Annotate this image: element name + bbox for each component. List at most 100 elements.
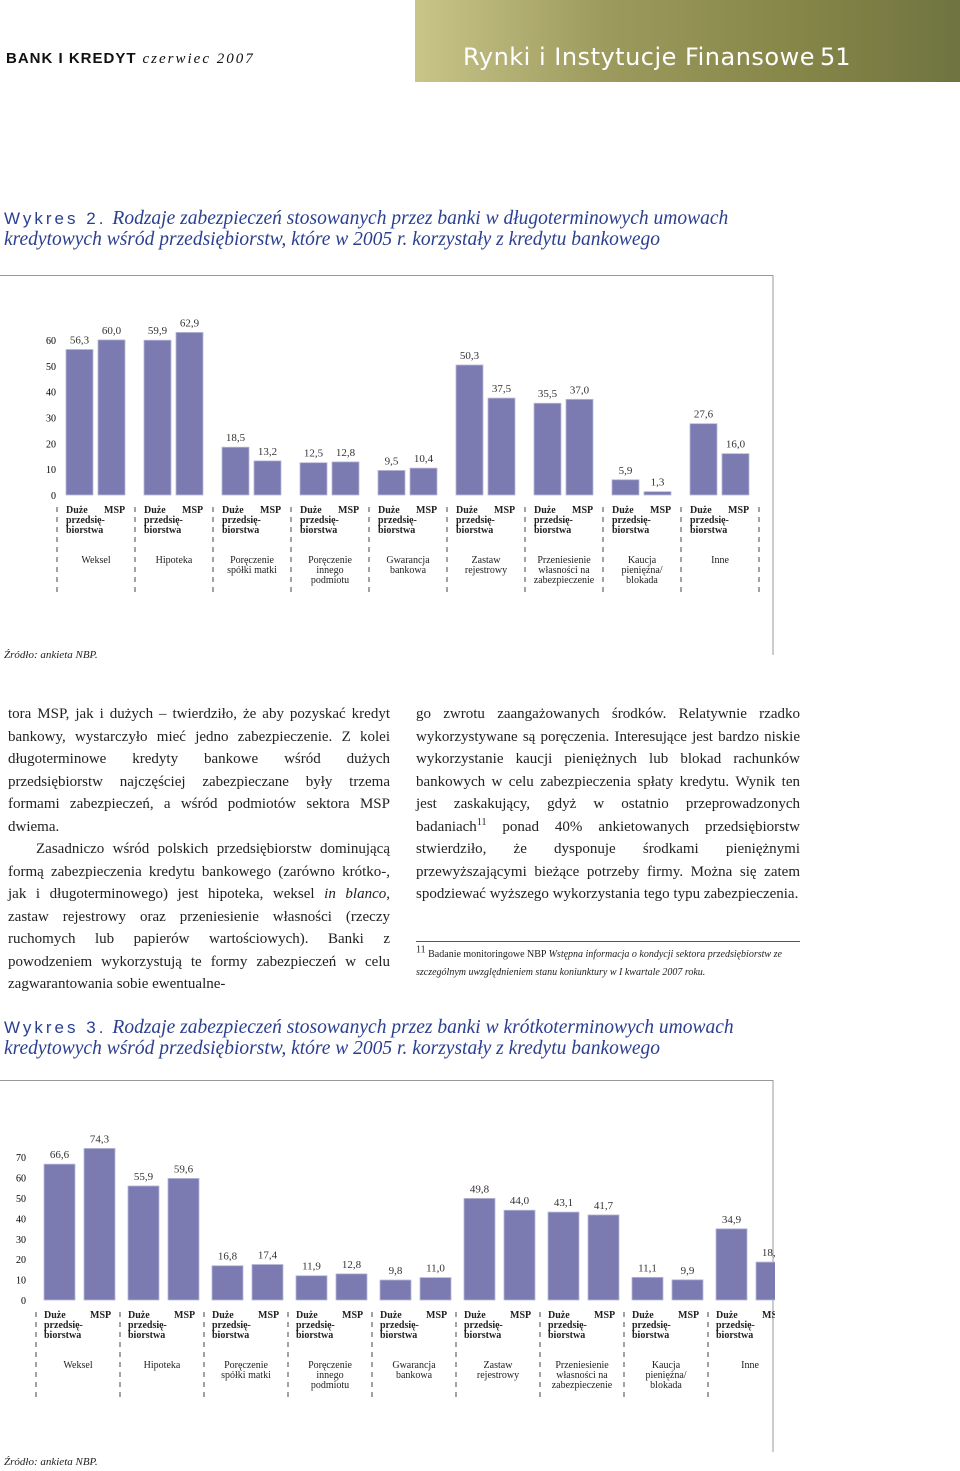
- x-tick-label-line: Zastaw: [484, 1360, 514, 1371]
- series-label: Duże przedsię-biorstwa: [44, 1310, 83, 1341]
- value-label: 56,3: [70, 334, 90, 346]
- series-label: Duże przedsię-biorstwa: [632, 1310, 671, 1341]
- series-label-line: Duże: [612, 505, 634, 516]
- footnote: 11 Badanie monitoringowe NBP Wstępna inf…: [416, 945, 800, 982]
- series-label: MSP: [572, 505, 593, 516]
- series-label: MSP: [258, 1310, 279, 1321]
- series-label-line: przedsię-: [534, 515, 573, 526]
- value-label: 59,6: [174, 1163, 194, 1175]
- series-label-line: przedsię-: [632, 1320, 671, 1331]
- series-label: Duże przedsię-biorstwa: [128, 1310, 167, 1341]
- series-label: MSP: [104, 505, 125, 516]
- x-tick-label-line: Hipoteka: [156, 555, 193, 566]
- series-label: MSP: [728, 505, 749, 516]
- series-label-line: biorstwa: [222, 525, 259, 536]
- series-label-line: biorstwa: [534, 525, 571, 536]
- series-label-line: Duże: [296, 1310, 318, 1321]
- y-tick-label: 60: [16, 1174, 26, 1185]
- x-tick-label-line: pieniężna/: [621, 565, 662, 576]
- value-label: 66,6: [50, 1149, 70, 1161]
- y-tick-label: 10: [16, 1276, 26, 1287]
- text: in blanco: [324, 886, 387, 902]
- journal-name: BANK I KREDYT czerwiec 2007: [6, 50, 255, 68]
- series-label: MSP: [90, 1310, 111, 1321]
- chart-label: Wykres 2.: [4, 209, 107, 228]
- value-label: 13,2: [258, 446, 277, 458]
- series-label: Duże przedsię-biorstwa: [548, 1310, 587, 1341]
- page-number: 51: [820, 43, 851, 71]
- value-label: 16,8: [218, 1251, 238, 1263]
- value-label: 12,8: [336, 447, 356, 459]
- y-tick-label: 20: [16, 1255, 26, 1266]
- x-tick-label-line: Kaucja: [652, 1360, 681, 1371]
- value-label: 37,5: [492, 383, 512, 395]
- y-tick-label: 0: [21, 1296, 26, 1307]
- value-label: 34,9: [722, 1214, 742, 1226]
- x-tick-label-line: własności na: [556, 1370, 608, 1381]
- bar: [587, 1214, 620, 1301]
- series-label-line: biorstwa: [612, 525, 649, 536]
- x-tick-label: Hipoteka: [156, 555, 193, 566]
- value-label: 55,9: [134, 1171, 154, 1183]
- header-banner: [415, 0, 960, 82]
- series-label-line: MSP: [260, 505, 281, 516]
- bar: [43, 1163, 76, 1301]
- series-label-line: biorstwa: [456, 525, 493, 536]
- x-tick-label: Zastaw rejestrowy: [477, 1360, 519, 1381]
- y-tick-label: 30: [46, 413, 56, 424]
- series-label-line: biorstwa: [66, 525, 103, 536]
- bar: [463, 1198, 496, 1301]
- series-label: MSP: [260, 505, 281, 516]
- series-label-line: MSP: [426, 1310, 447, 1321]
- x-tick-label-line: Weksel: [81, 555, 110, 566]
- text-column: go zwrotu zaangażowanych środków. Relaty…: [416, 703, 800, 906]
- bar: [377, 470, 406, 496]
- value-label: 35,5: [538, 388, 558, 400]
- x-tick-label-line: innego: [316, 565, 343, 576]
- value-label: 17,4: [258, 1250, 278, 1262]
- bar: [689, 423, 718, 496]
- bar: [671, 1279, 704, 1301]
- paragraph: tora MSP, jak i dużych – twierdziło, że …: [8, 703, 390, 838]
- series-label-line: biorstwa: [296, 1330, 333, 1341]
- y-tick-label: 50: [46, 362, 56, 373]
- value-label: 16,0: [726, 439, 746, 451]
- series-label-line: biorstwa: [300, 525, 337, 536]
- value-label: 1,3: [651, 477, 665, 489]
- value-label: 11,9: [302, 1261, 321, 1273]
- value-label: 9,5: [385, 455, 399, 467]
- paragraph: go zwrotu zaangażowanych środków. Relaty…: [416, 703, 800, 906]
- series-label-line: biorstwa: [632, 1330, 669, 1341]
- x-tick-label: Gwarancja bankowa: [386, 555, 430, 576]
- paragraph: Zasadniczo wśród polskich przedsiębiorst…: [8, 838, 390, 996]
- value-label: 10,4: [414, 453, 434, 465]
- value-label: 9,8: [389, 1265, 403, 1277]
- y-tick-label: 60: [46, 336, 56, 347]
- bar: [487, 397, 516, 496]
- bar: [65, 349, 94, 496]
- series-label-line: przedsię-: [44, 1320, 83, 1331]
- series-label-line: Duże: [128, 1310, 150, 1321]
- y-tick-label: 50: [16, 1194, 26, 1205]
- issue: czerwiec 2007: [142, 51, 255, 67]
- x-tick-label: Kaucja pieniężna/blokada: [645, 1360, 686, 1391]
- value-label: 18,5: [226, 432, 246, 444]
- x-tick-label-line: Poręczenie: [308, 1360, 352, 1371]
- x-tick-label-line: Poręczenie: [224, 1360, 268, 1371]
- bar: [631, 1276, 664, 1301]
- series-label-line: biorstwa: [128, 1330, 165, 1341]
- series-label-line: MSP: [338, 505, 359, 516]
- bar: [127, 1185, 160, 1301]
- y-tick-label: 20: [46, 439, 56, 450]
- bar: [721, 453, 750, 496]
- series-label: Duże przedsię-biorstwa: [716, 1310, 755, 1341]
- series-label-line: Duże: [632, 1310, 654, 1321]
- x-tick-label: Poręczenie spółki matki: [227, 555, 277, 576]
- x-tick-label-line: podmiotu: [311, 1380, 349, 1391]
- series-label-line: Duże: [548, 1310, 570, 1321]
- bar: [331, 461, 360, 496]
- bar: [97, 339, 126, 496]
- value-label: 41,7: [594, 1200, 614, 1212]
- bar: [565, 398, 594, 496]
- series-label: Duże przedsię-biorstwa: [222, 505, 261, 536]
